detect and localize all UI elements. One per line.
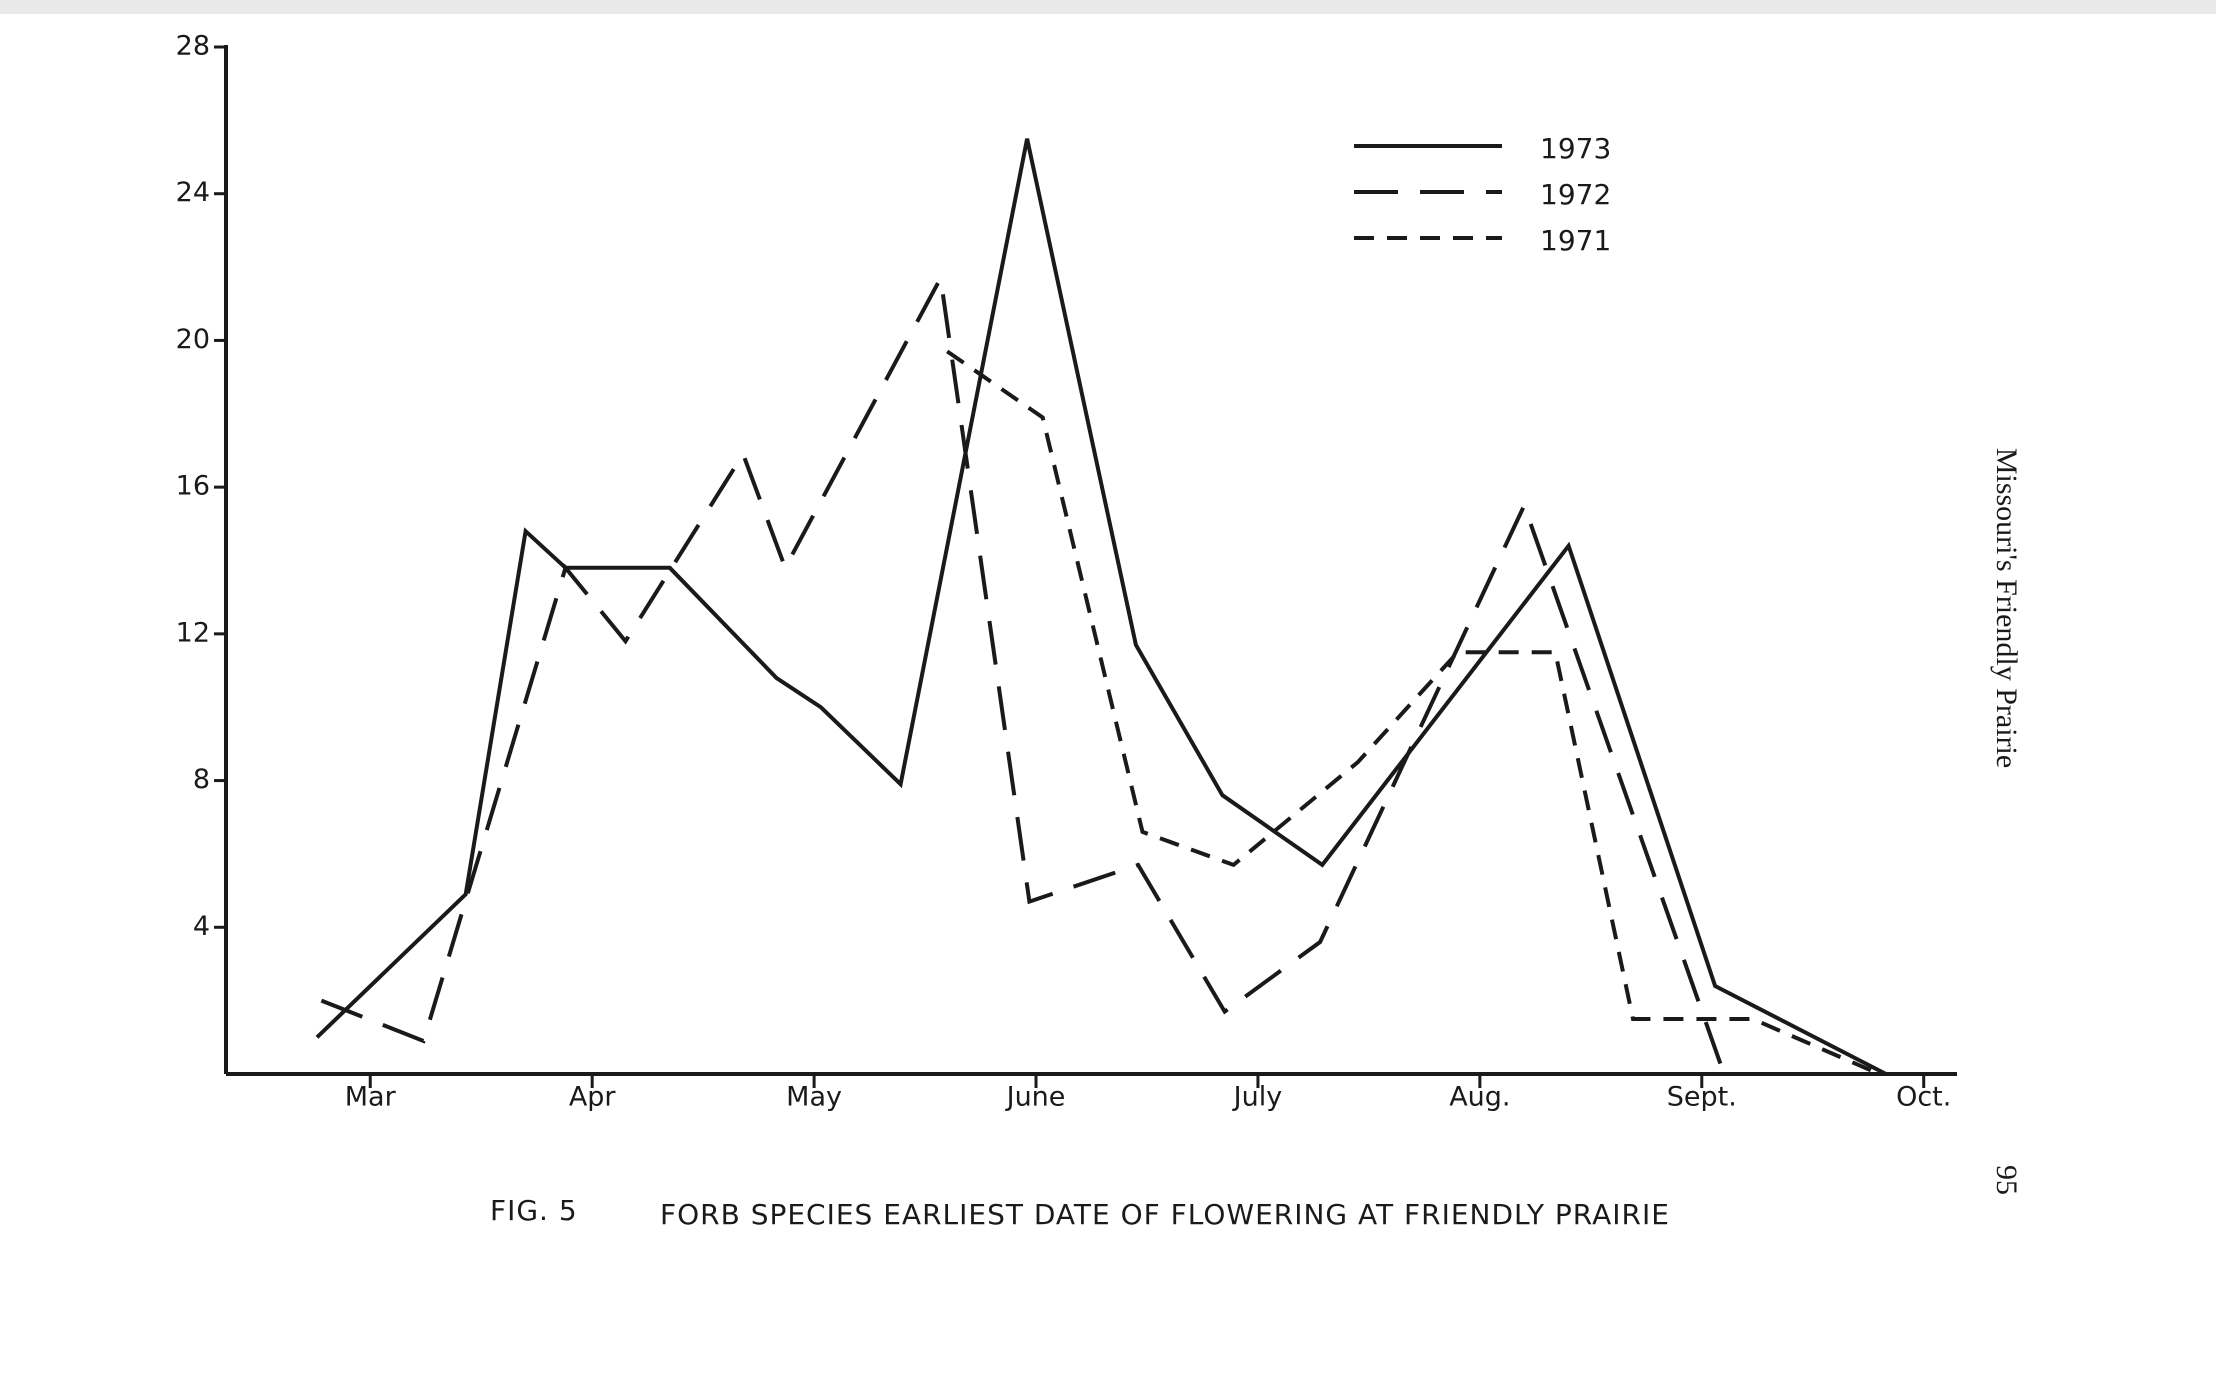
y-tick-label: 8 — [193, 764, 210, 795]
running-head: Missouri's Friendly Prairie — [1990, 448, 2023, 768]
y-tick-label: 16 — [176, 471, 210, 502]
chart-title: FORB SPECIES EARLIEST DATE OF FLOWERING … — [660, 1198, 1670, 1231]
figure-label: FIG. 5 — [490, 1194, 578, 1227]
series-line — [320, 271, 1726, 1075]
x-tick-label: Aug. — [1449, 1082, 1510, 1113]
scan-edge — [0, 0, 2216, 14]
page-number: 95 — [1990, 1165, 2023, 1195]
y-tick-label: 28 — [176, 31, 210, 62]
legend-label: 1971 — [1540, 224, 1611, 257]
series-line — [946, 349, 1881, 1076]
x-tick-label: May — [786, 1082, 842, 1113]
x-tick-label: Apr — [569, 1082, 617, 1113]
x-tick-label: Oct. — [1896, 1082, 1951, 1113]
y-tick-label: 20 — [176, 324, 210, 355]
x-tick-label: Mar — [345, 1082, 397, 1113]
y-tick-label: 4 — [193, 911, 210, 942]
x-tick-label: Sept. — [1667, 1082, 1737, 1113]
x-tick-label: June — [1005, 1082, 1066, 1113]
y-tick-label: 24 — [176, 177, 210, 208]
legend-label: 1972 — [1540, 178, 1611, 211]
x-tick-label: July — [1232, 1082, 1283, 1113]
y-tick-label: 12 — [176, 617, 210, 648]
legend-label: 1973 — [1540, 132, 1611, 165]
series-line — [315, 138, 1887, 1076]
